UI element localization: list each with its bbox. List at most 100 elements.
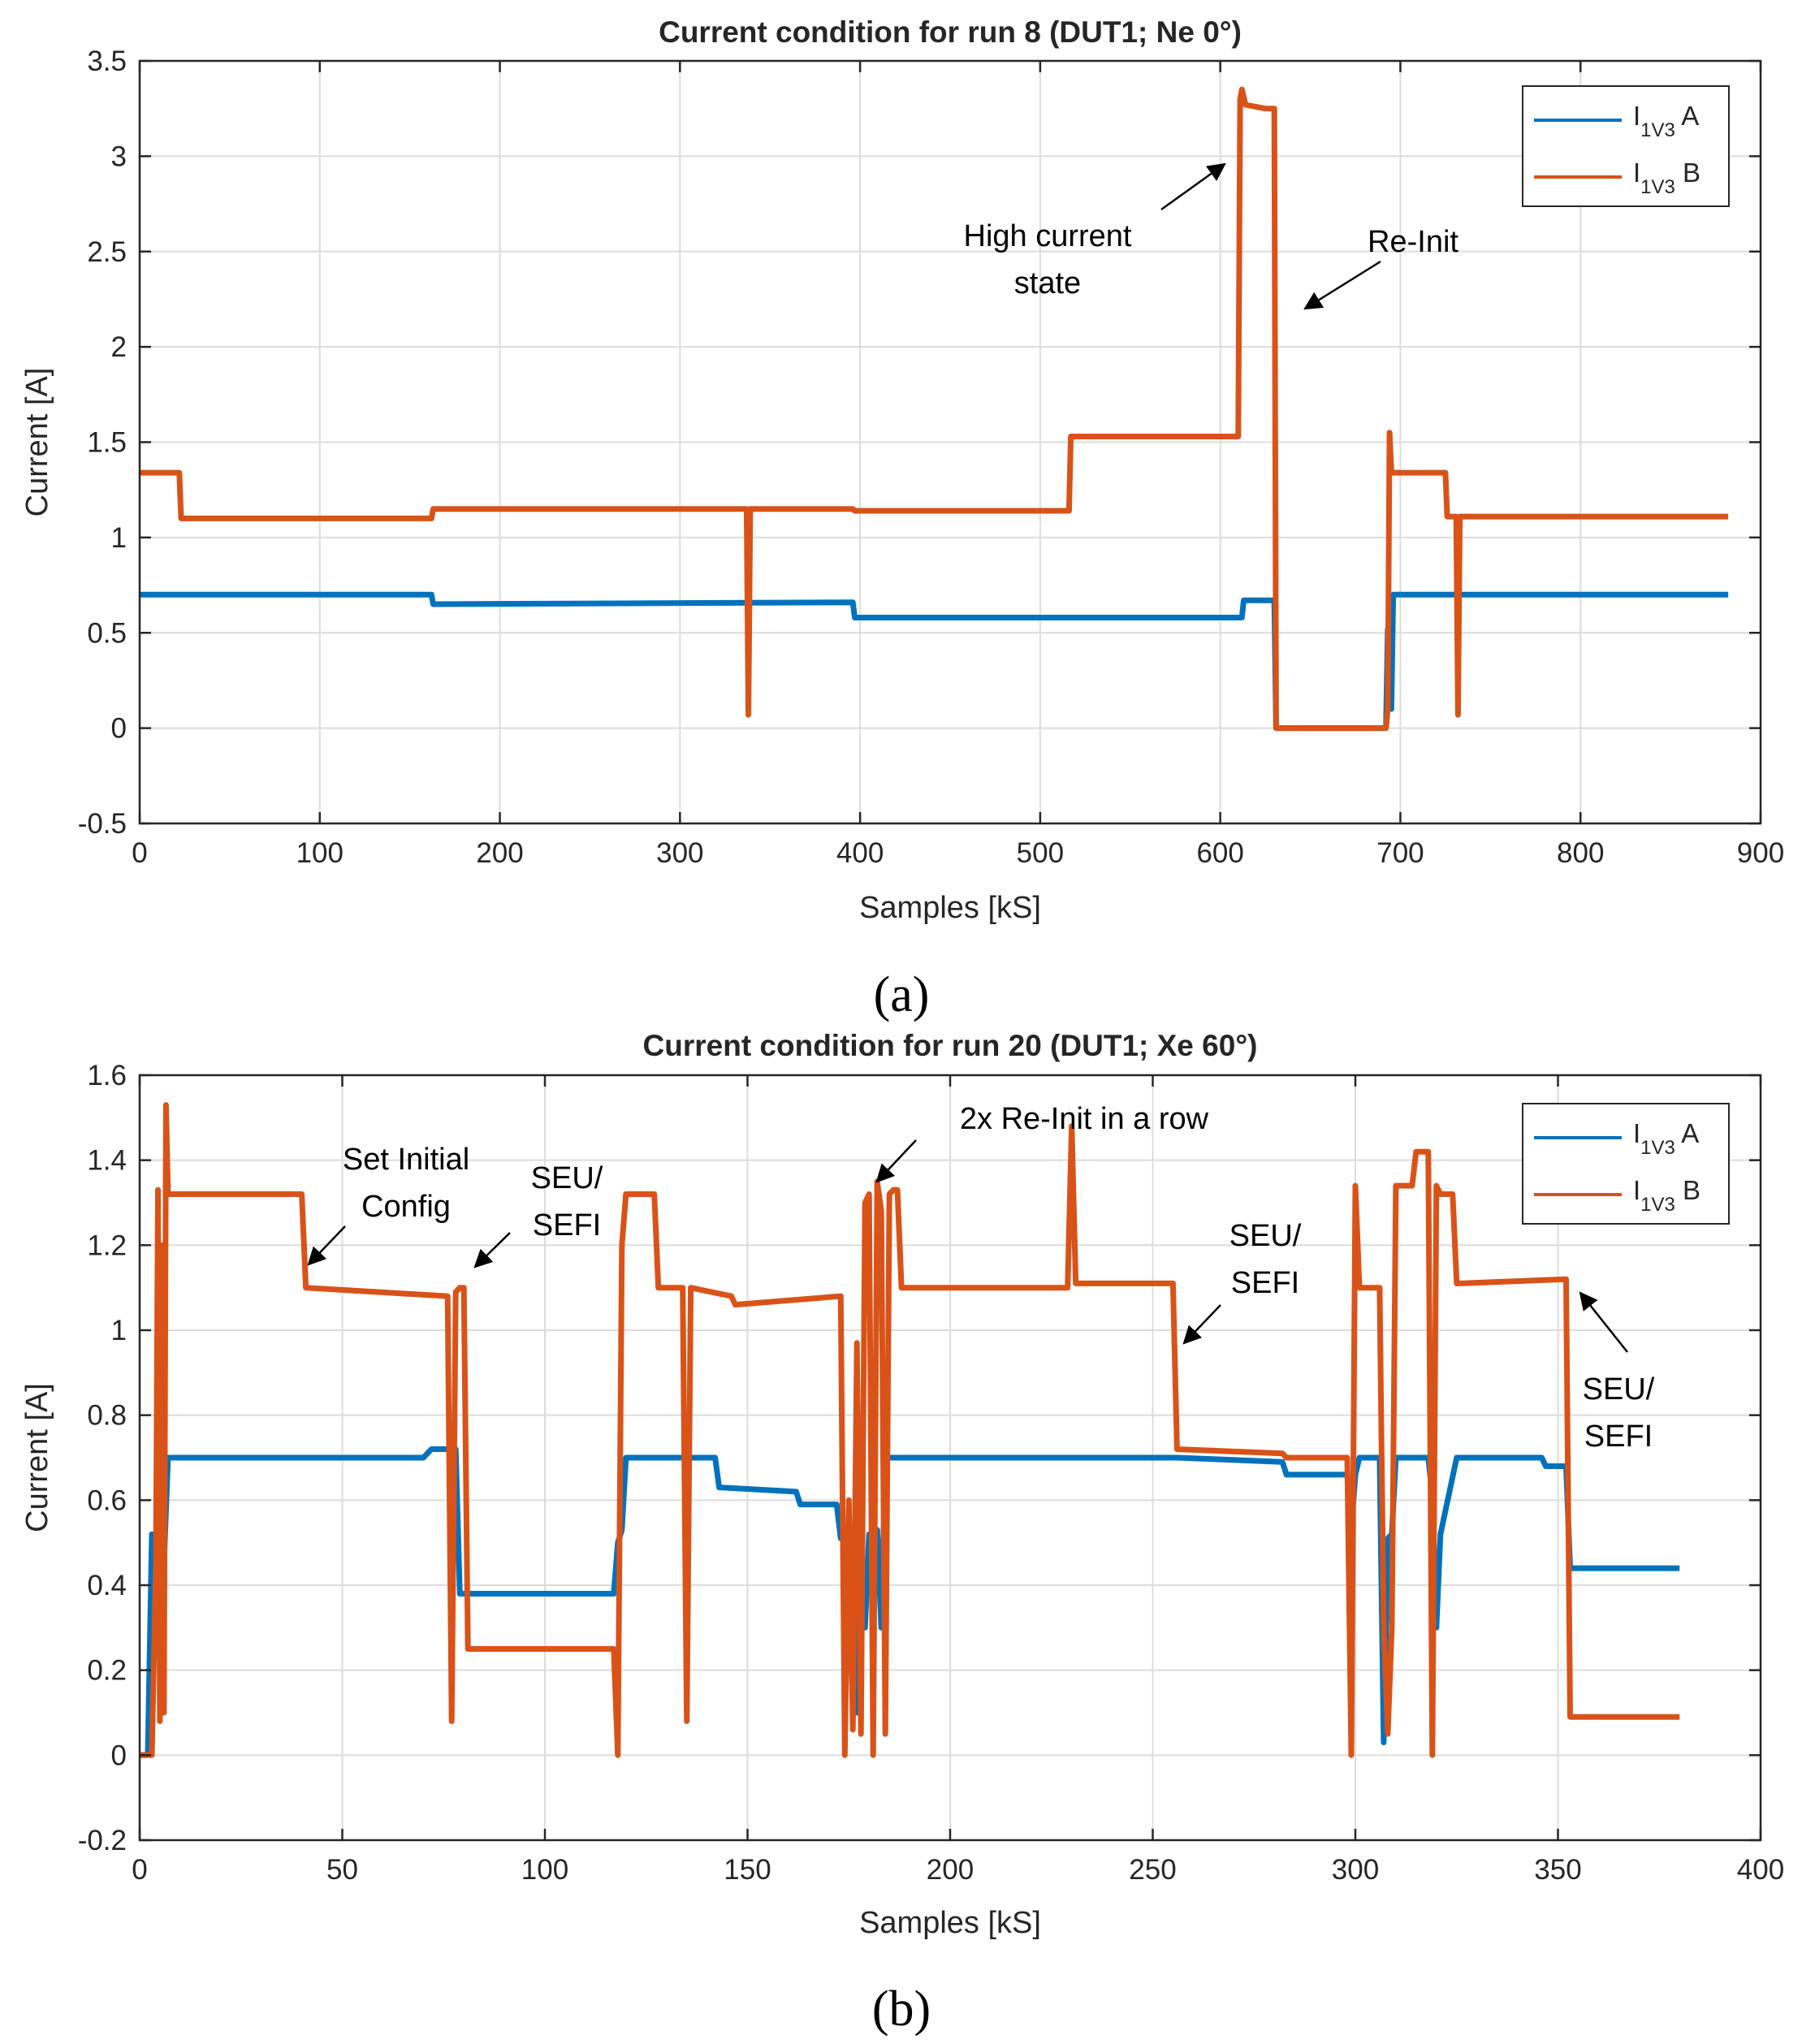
- annotation-text: SEU/: [1583, 1372, 1655, 1407]
- annotation-text: SEFI: [533, 1208, 601, 1242]
- legend-suffix: A: [1675, 1118, 1699, 1148]
- x-tick-label: 300: [656, 837, 703, 869]
- annotation-arrow: [1182, 1304, 1221, 1345]
- annotation-text: SEU/: [531, 1161, 603, 1195]
- legend-subscript: 1V3: [1640, 1137, 1675, 1159]
- x-tick-label: 100: [521, 1854, 568, 1886]
- legend-box: [1522, 1103, 1730, 1225]
- legend-subscript: 1V3: [1640, 1194, 1675, 1216]
- y-tick-label: 0.4: [87, 1570, 127, 1601]
- annotation-arrow: [875, 1139, 917, 1183]
- annotation: SEU/SEFI: [1579, 1291, 1655, 1454]
- annotation-arrow: [307, 1225, 346, 1266]
- y-tick-label: 1.2: [87, 1229, 127, 1261]
- y-tick-label: 0.6: [87, 1484, 127, 1516]
- legend-main: I: [1633, 1118, 1640, 1148]
- x-tick-label: 200: [476, 837, 523, 869]
- legend-suffix: B: [1675, 1175, 1700, 1205]
- annotation-text: state: [1014, 266, 1081, 300]
- y-tick-label: 0.2: [87, 1655, 127, 1687]
- x-tick-label: 900: [1737, 837, 1784, 869]
- y-tick-label: -0.5: [78, 808, 127, 840]
- annotation: 2x Re-Init in a row: [875, 1102, 1209, 1183]
- annotation-text: SEFI: [1231, 1266, 1299, 1300]
- y-tick-label: 1: [111, 1315, 127, 1346]
- y-tick-label: -0.2: [78, 1825, 127, 1856]
- annotation-arrow: [1160, 162, 1226, 211]
- x-tick-label: 150: [724, 1854, 771, 1886]
- y-tick-label: 1.6: [87, 1060, 127, 1091]
- x-axis-label: Samples [kS]: [859, 1906, 1041, 1940]
- annotation-text: Config: [361, 1190, 451, 1224]
- annotation: SEU/SEFI: [473, 1161, 603, 1268]
- legend-entry-a: I1V3 A: [1633, 101, 1699, 141]
- annotation-text: Set Initial: [343, 1143, 469, 1177]
- x-tick-label: 250: [1129, 1854, 1176, 1886]
- y-tick-label: 1: [111, 522, 127, 554]
- series-group: [140, 86, 1729, 732]
- x-tick-label: 700: [1376, 837, 1424, 869]
- legend-main: I: [1633, 1175, 1640, 1205]
- y-tick-label: 0.5: [87, 617, 127, 649]
- x-tick-label: 200: [927, 1854, 974, 1886]
- x-axis-label: Samples [kS]: [859, 891, 1041, 925]
- chart-title: Current condition for run 20 (DUT1; Xe 6…: [643, 1029, 1258, 1062]
- y-tick-label: 0: [111, 713, 127, 745]
- x-tick-label: 0: [132, 1854, 147, 1886]
- legend-main: I: [1633, 158, 1640, 188]
- grid: [140, 61, 1761, 823]
- x-tick-label: 300: [1332, 1854, 1379, 1886]
- chart-title: Current condition for run 8 (DUT1; Ne 0°…: [659, 15, 1242, 49]
- annotation-text: High current: [964, 219, 1132, 253]
- y-axis-label: Current [A]: [20, 368, 54, 517]
- legend-main: I: [1633, 101, 1640, 131]
- annotation-text: SEU/: [1229, 1219, 1302, 1253]
- legend-entry-b: I1V3 B: [1633, 1175, 1700, 1216]
- annotation: SEU/SEFI: [1182, 1219, 1302, 1345]
- x-tick-label: 400: [836, 837, 884, 869]
- x-tick-label: 100: [296, 837, 344, 869]
- legend-suffix: A: [1675, 101, 1699, 131]
- y-tick-label: 1.4: [87, 1145, 127, 1177]
- legend-subscript: 1V3: [1640, 119, 1675, 141]
- y-tick-label: 0: [111, 1739, 127, 1771]
- series-group: [140, 1102, 1680, 1758]
- y-tick-label: 1.5: [87, 427, 127, 459]
- series-line-detail-b: [140, 1104, 1680, 1757]
- x-tick-label: 600: [1196, 837, 1243, 869]
- legend-subscript: 1V3: [1640, 176, 1675, 198]
- y-axis-label: Current [A]: [20, 1383, 54, 1532]
- legend-entry-b: I1V3 B: [1633, 158, 1700, 198]
- y-tick-label: 3.5: [87, 45, 127, 77]
- y-tick-label: 2: [111, 331, 127, 363]
- annotation: High current state: [964, 162, 1226, 300]
- annotation-arrow: [1579, 1291, 1628, 1353]
- series-line-detail-b: [140, 89, 1729, 730]
- x-tick-label: 0: [132, 837, 147, 869]
- panel-label: (b): [872, 1981, 931, 2037]
- annotation-text: 2x Re-Init in a row: [960, 1102, 1209, 1136]
- y-tick-label: 0.8: [87, 1400, 127, 1432]
- annotation: Set Initial Config: [307, 1143, 469, 1266]
- x-tick-label: 400: [1737, 1854, 1784, 1886]
- series-line-detail-a: [140, 593, 1729, 730]
- chart-panel-b: 0 50 100 150 200 250 300 350 400-0.200.20.40.60.…: [20, 1029, 1784, 2037]
- x-tick-label: 800: [1557, 837, 1604, 869]
- chart-panel-a: 0 100 200 300 400 500 600 700 800 900-0.500.511.5…: [20, 15, 1784, 1022]
- x-tick-label: 500: [1017, 837, 1064, 869]
- y-tick-label: 2.5: [87, 236, 127, 268]
- panel-label: (a): [874, 967, 930, 1022]
- legend-entry-a: I1V3 A: [1633, 1118, 1699, 1159]
- annotation: Re-Init: [1303, 225, 1458, 310]
- x-tick-label: 50: [326, 1854, 358, 1886]
- annotation-arrow: [473, 1232, 511, 1268]
- annotation-text: Re-Init: [1368, 225, 1458, 259]
- legend-box: [1522, 85, 1730, 207]
- x-tick-label: 350: [1534, 1854, 1581, 1886]
- y-tick-label: 3: [111, 140, 127, 172]
- annotation-arrow: [1303, 260, 1381, 310]
- legend-suffix: B: [1675, 158, 1700, 188]
